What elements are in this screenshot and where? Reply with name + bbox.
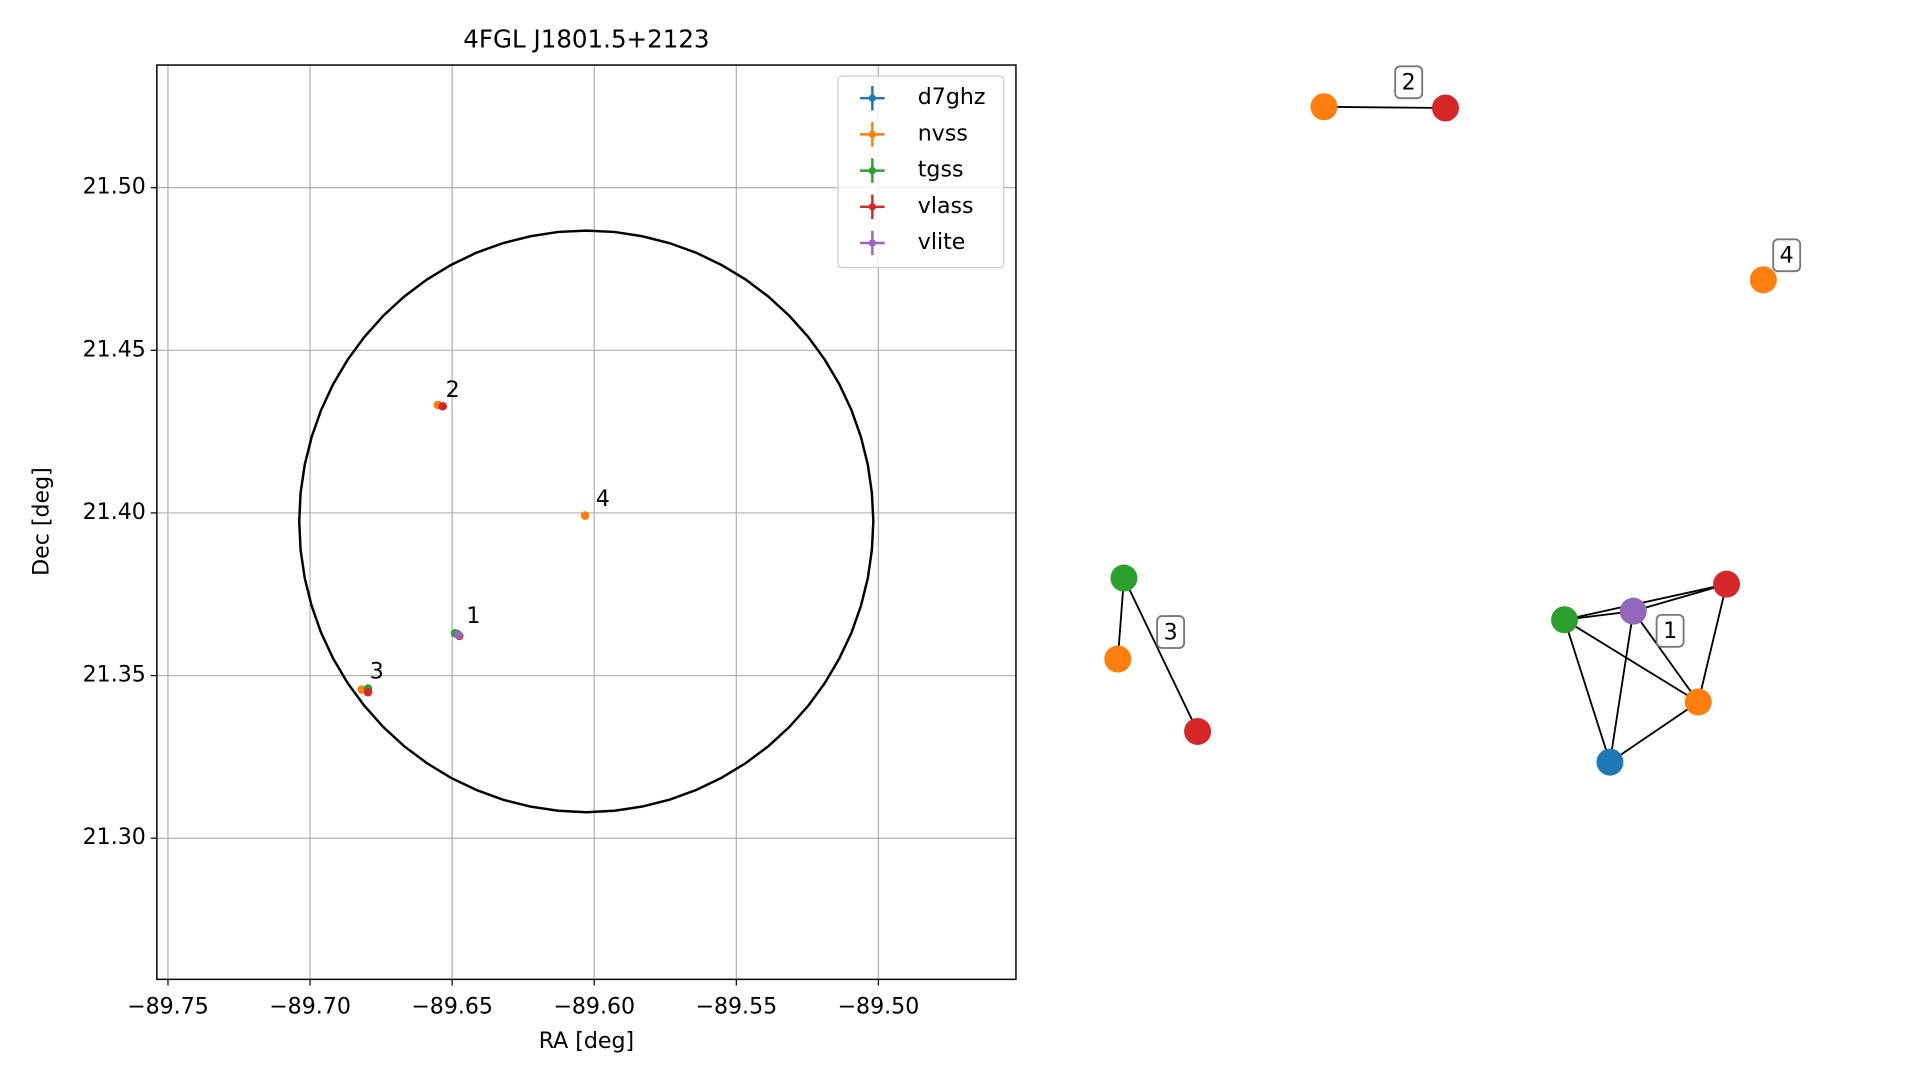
graph-node	[1619, 597, 1647, 625]
graph-edge	[1609, 701, 1699, 763]
legend-marker	[868, 239, 877, 247]
group-label: 2	[446, 377, 460, 403]
plot-frame	[156, 64, 1017, 981]
y-tick-label: 21.35	[83, 662, 146, 688]
data-point	[438, 401, 448, 411]
x-tick-label: −89.65	[411, 994, 493, 1020]
graph-label: 2	[1402, 69, 1416, 95]
legend-marker	[868, 203, 877, 211]
group-label: 1	[466, 603, 480, 629]
y-tick-label: 21.40	[83, 499, 146, 525]
legend-label: nvss	[918, 120, 968, 146]
graph-node	[1104, 645, 1132, 673]
x-tick-label: −89.60	[553, 994, 635, 1020]
graph-edge	[1609, 611, 1635, 763]
graph-label-box	[1655, 613, 1685, 648]
graph-edge	[1123, 577, 1199, 732]
graph-label: 1	[1663, 618, 1677, 644]
graph-node	[1184, 717, 1212, 745]
graph-edge	[1633, 583, 1727, 613]
group-label: 4	[596, 486, 610, 512]
graph-label: 4	[1780, 243, 1794, 269]
graph-label-box	[1772, 238, 1802, 273]
graph-node	[1110, 564, 1138, 592]
graph-edge	[1697, 583, 1728, 703]
y-tick-label: 21.50	[83, 174, 146, 200]
legend-label: vlite	[918, 229, 966, 255]
graph-edge	[1116, 577, 1125, 660]
data-point	[580, 511, 590, 520]
legend-box	[837, 75, 1005, 269]
legend-marker	[868, 166, 877, 175]
x-axis-label: RA [deg]	[539, 1028, 634, 1054]
group-label: 3	[370, 658, 384, 684]
graph-node	[1432, 94, 1459, 122]
graph-node	[1596, 748, 1624, 776]
legend: d7ghz nvss tgss vlass vlite	[837, 75, 1005, 269]
graph-edge	[1563, 619, 1611, 763]
y-tick-label: 21.30	[83, 824, 146, 850]
graph-edge	[1564, 618, 1699, 703]
graph-label-box	[1394, 65, 1424, 100]
graph-edge	[1564, 583, 1727, 621]
graph-edge	[1323, 105, 1446, 109]
graph-node	[1713, 570, 1741, 598]
graph-node	[1684, 688, 1712, 716]
data-point	[454, 630, 463, 640]
legend-marker	[868, 130, 877, 139]
chart-title: 4FGL J1801.5+2123	[463, 25, 709, 54]
legend-label: d7ghz	[918, 84, 986, 110]
graph-label-box	[1156, 615, 1186, 649]
x-tick-label: −89.70	[269, 994, 351, 1020]
graph-edge	[1632, 610, 1700, 703]
graph-node	[1310, 93, 1338, 121]
y-tick-label: 21.45	[83, 336, 146, 362]
x-tick-label: −89.75	[127, 994, 209, 1020]
legend-label: tgss	[918, 157, 964, 183]
graph-label: 3	[1164, 619, 1178, 645]
graph-node	[1551, 606, 1579, 634]
y-axis-label: Dec [deg]	[29, 467, 55, 576]
graph-node	[1749, 266, 1777, 294]
x-tick-label: −89.50	[838, 994, 920, 1020]
x-tick-label: −89.55	[695, 994, 777, 1020]
legend-label: vlass	[918, 193, 974, 219]
error-circle	[297, 229, 875, 814]
data-point	[363, 687, 373, 697]
legend-marker	[868, 94, 877, 102]
